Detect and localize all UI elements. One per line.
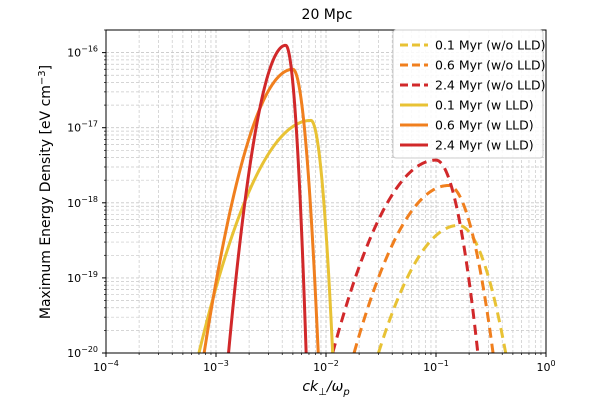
- legend-label: 0.1 Myr (w/o LLD): [435, 38, 546, 53]
- x-tick-label: 10−2: [313, 359, 339, 374]
- y-tick-label: 10−16: [67, 45, 98, 60]
- y-tick-label: 10−17: [67, 120, 98, 135]
- legend-label: 2.4 Myr (w/o LLD): [435, 78, 546, 93]
- y-tick-label: 10−19: [67, 270, 98, 285]
- series-line: [352, 184, 495, 353]
- legend-box: [392, 29, 544, 159]
- series-line: [227, 43, 308, 353]
- series-line: [197, 118, 335, 353]
- y-axis-label: Maximum Energy Density [eV cm−3]: [37, 65, 54, 319]
- legend: 0.1 Myr (w/o LLD) 0.6 Myr (w/o LLD) 2.4 My…: [392, 29, 546, 159]
- x-tick-label: 10−3: [203, 359, 229, 374]
- x-axis-label: ck⊥/ωp: [302, 379, 349, 398]
- x-tick-label: 10−1: [423, 359, 449, 374]
- legend-label: 0.6 Myr (w/o LLD): [435, 58, 546, 73]
- chart-title: 20 Mpc: [302, 7, 353, 23]
- legend-label: 0.1 Myr (w LLD): [435, 98, 534, 113]
- y-tick-label: 10−18: [67, 195, 98, 210]
- y-tick-label: 10−20: [67, 345, 98, 360]
- plot-series: [197, 43, 508, 353]
- series-line: [331, 158, 480, 353]
- legend-label: 0.6 Myr (w LLD): [435, 118, 534, 133]
- legend-label: 2.4 Myr (w LLD): [435, 138, 534, 153]
- x-tick-label: 100: [536, 359, 555, 374]
- x-tick-label: 10−4: [93, 359, 119, 374]
